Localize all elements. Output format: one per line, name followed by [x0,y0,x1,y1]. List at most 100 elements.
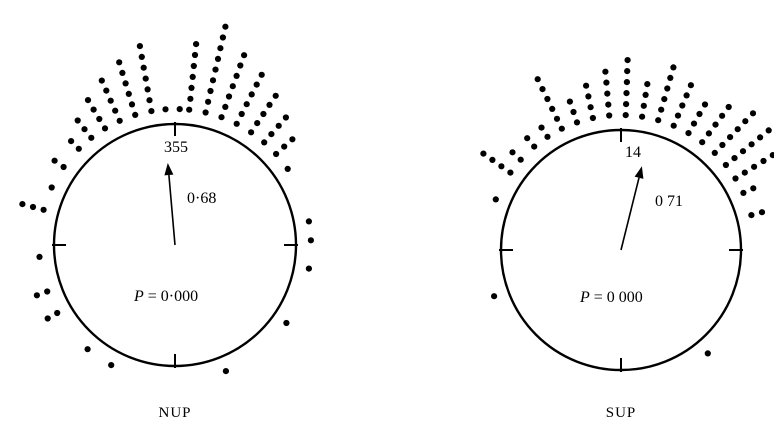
nup-dot-3-0 [75,145,82,152]
nup-dot-15-2 [260,110,267,118]
nup-dot-12-5 [214,55,222,63]
nup-dot-4-1 [81,126,88,133]
sup-dot-17-3 [760,157,767,165]
nup-p-value-label: P = 0·000 [133,288,198,305]
sup-dot-14-1 [705,130,713,137]
sup-vector-length-label: 0 71 [655,193,683,210]
nup-dot-14-3 [248,91,255,98]
sup-dot-16-1 [731,155,738,162]
nup-dot-13-3 [229,83,236,90]
sup-mean-arrowhead [634,166,644,179]
sup-dot-3-1 [524,135,531,142]
nup-dot-23-0 [222,368,229,375]
sup-dot-2-0 [517,156,524,163]
nup-dot-15-0 [248,129,255,136]
nup-dot-17-1 [281,143,288,150]
nup-vector-length-label: 0·68 [187,190,216,207]
sup-dot-19-0 [748,212,755,219]
sup-p-symbol: P [579,289,590,306]
nup-dot-7-5 [116,59,123,66]
sup-dot-5-0 [558,125,565,132]
nup-dot-13-2 [225,93,233,100]
sup-dot-17-2 [751,163,758,170]
sup-dot-8-2 [604,90,611,97]
sup-dot-0-0 [492,196,499,203]
nup-dot-6-3 [103,87,110,94]
nup-dot-27-1 [33,292,41,299]
sup-p-value-text: = 0 000 [590,289,643,306]
sup-dot-12-4 [687,82,695,89]
nup-dot-3-1 [68,138,75,145]
sup-dot-1-3 [480,150,487,157]
nup-dot-12-2 [207,87,214,95]
sup-dot-18-0 [740,189,747,196]
nup-dot-9-0 [162,106,169,113]
nup-dot-11-5 [191,51,199,59]
sup-dot-11-3 [664,85,671,92]
nup-dot-13-0 [218,114,225,121]
nup-dot-8-1 [146,97,153,104]
sup-dot-16-3 [748,141,755,148]
nup-dot-14-1 [238,110,245,118]
sup-dot-14-4 [725,103,732,111]
nup-dot-7-3 [122,80,129,87]
sup-p-value-label: P = 0 000 [579,289,643,306]
nup-dot-21-0 [305,265,312,272]
sup-dot-13-3 [701,101,709,108]
sup-dot-18-1 [750,185,757,192]
nup-dot-16-2 [275,122,282,129]
nup-dot-12-7 [219,34,226,41]
nup-dot-4-2 [74,117,81,124]
nup-dot-19-0 [305,218,312,225]
nup-dot-0-1 [29,203,37,211]
sup-dot-11-4 [667,74,674,81]
nup-dot-11-0 [186,106,193,113]
nup-dot-15-4 [272,92,279,99]
sup-dot-12-1 [674,112,682,119]
sup-dot-16-4 [757,134,764,141]
nup-dot-6-0 [116,117,123,124]
nup-plot: 355 0·68 P = 0·000 NUP [19,23,314,421]
nup-dot-14-0 [233,120,240,127]
nup-dot-8-4 [140,64,147,71]
sup-dot-2-1 [509,149,516,156]
sup-dot-16-0 [722,161,730,169]
nup-mean-direction-label: 355 [164,139,188,156]
nup-dot-12-6 [217,45,224,52]
sup-dot-17-4 [769,152,774,159]
nup-dot-15-1 [254,120,261,127]
sup-caption: SUP [606,405,637,421]
sup-dot-14-2 [712,121,719,128]
sup-dot-17-0 [732,175,739,182]
sup-dot-6-0 [573,119,581,126]
sup-dot-9-4 [624,68,631,75]
nup-dot-5-2 [90,106,97,113]
nup-data-dots [19,23,314,375]
nup-dot-7-2 [125,90,132,97]
nup-dot-10-0 [176,106,183,113]
nup-dot-12-8 [222,23,229,30]
sup-dot-13-2 [696,110,703,118]
nup-dot-12-4 [212,66,219,73]
nup-dot-11-3 [189,73,196,80]
sup-dot-7-2 [585,93,592,100]
sup-dot-20-0 [704,350,711,357]
nup-dot-7-1 [128,101,136,108]
nup-dot-5-1 [96,115,103,123]
nup-dot-1-0 [48,184,55,191]
sup-dot-10-3 [644,81,651,88]
nup-dot-14-2 [243,101,250,108]
nup-dot-25-0 [84,346,91,353]
sup-dot-5-3 [544,95,551,103]
nup-dot-17-2 [289,136,296,143]
sup-dot-1-0 [507,169,514,176]
sup-dot-6-2 [566,98,574,105]
nup-dot-16-0 [261,139,268,146]
sup-dot-10-0 [639,113,646,120]
nup-dot-13-1 [222,103,229,110]
sup-dot-7-0 [589,114,597,122]
sup-mean-direction-label: 14 [625,144,641,161]
nup-dot-13-6 [241,52,248,59]
sup-dot-16-5 [765,127,772,134]
sup-dot-14-3 [719,112,726,119]
